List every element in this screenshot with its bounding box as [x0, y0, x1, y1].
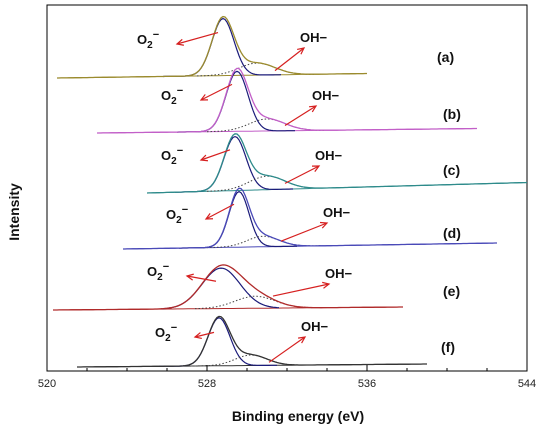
- ticks-group: 520 528 536 544: [38, 365, 536, 390]
- oh-label: OH−: [301, 319, 329, 334]
- arrow-head: [199, 154, 209, 162]
- x-tick-label: 536: [358, 378, 376, 390]
- y-axis-label: Intensity: [6, 183, 22, 241]
- arrow-head: [297, 47, 306, 55]
- o2-label: O2−: [166, 204, 188, 226]
- arrow-line: [274, 47, 305, 72]
- arrow-head: [204, 213, 214, 220]
- x-axis-label: Binding energy (eV): [232, 408, 364, 424]
- series-label: (d): [443, 225, 461, 241]
- arrow-line: [186, 275, 217, 282]
- o2-component-curve: [175, 135, 293, 193]
- arrow-line: [200, 83, 233, 101]
- x-tick-label: 520: [38, 378, 56, 390]
- series-label: (e): [443, 283, 460, 299]
- arrow-head: [199, 94, 209, 101]
- series-group: [53, 15, 528, 368]
- arrow-line: [205, 203, 235, 220]
- series-label: (b): [443, 106, 461, 122]
- arrow-head: [311, 165, 321, 172]
- spectrum-line: [77, 315, 427, 368]
- o2-component-curve: [160, 267, 280, 310]
- arrow-head: [308, 105, 318, 113]
- o2-component-curve: [162, 17, 282, 78]
- arrow-head: [185, 273, 194, 281]
- spectrum-line: [53, 264, 403, 311]
- annotations-group: (a) O2− OH− (b) O2− OH− (c) O2− OH− (d) O2− OH− (e) O…: [137, 29, 461, 363]
- arrow-head: [297, 336, 307, 344]
- x-tick-label: 528: [198, 378, 216, 390]
- arrow-line: [280, 222, 328, 242]
- arrow-line: [268, 336, 306, 363]
- o2-label: O2−: [155, 322, 177, 344]
- spectrum-line: [146, 133, 528, 194]
- arrow-head: [319, 221, 329, 229]
- oh-label: OH−: [323, 205, 351, 220]
- series-label: (a): [437, 49, 454, 65]
- arrow-line: [176, 31, 219, 45]
- oh-component-curve: [203, 235, 321, 249]
- o2-component-curve: [176, 70, 295, 133]
- spectrum-line: [57, 15, 367, 79]
- spectrum-line: [123, 187, 497, 250]
- arrow-line: [194, 331, 215, 338]
- oh-label: OH−: [312, 88, 340, 103]
- plot-frame: [46, 4, 528, 372]
- o2-label: O2−: [147, 261, 169, 283]
- o2-label: O2−: [137, 29, 159, 51]
- plot-border: [46, 4, 528, 372]
- x-tick-label: 544: [518, 378, 536, 390]
- arrow-head: [322, 281, 331, 289]
- oh-label: OH−: [325, 266, 353, 281]
- arrow-line: [272, 283, 330, 297]
- arrow-line: [200, 149, 231, 161]
- series-label: (f): [441, 339, 455, 355]
- arrow-head: [193, 332, 202, 340]
- oh-component-curve: [191, 354, 309, 367]
- series-label: (c): [443, 162, 460, 178]
- o2-label: O2−: [161, 85, 183, 107]
- oh-component-curve: [195, 295, 313, 310]
- arrow-line: [284, 165, 320, 184]
- spectrum-line: [97, 67, 477, 134]
- o2-label: O2−: [161, 145, 183, 167]
- oh-label: OH−: [300, 30, 328, 45]
- oh-label: OH−: [315, 148, 343, 163]
- arrow-line: [284, 105, 317, 127]
- arrow-head: [175, 38, 184, 46]
